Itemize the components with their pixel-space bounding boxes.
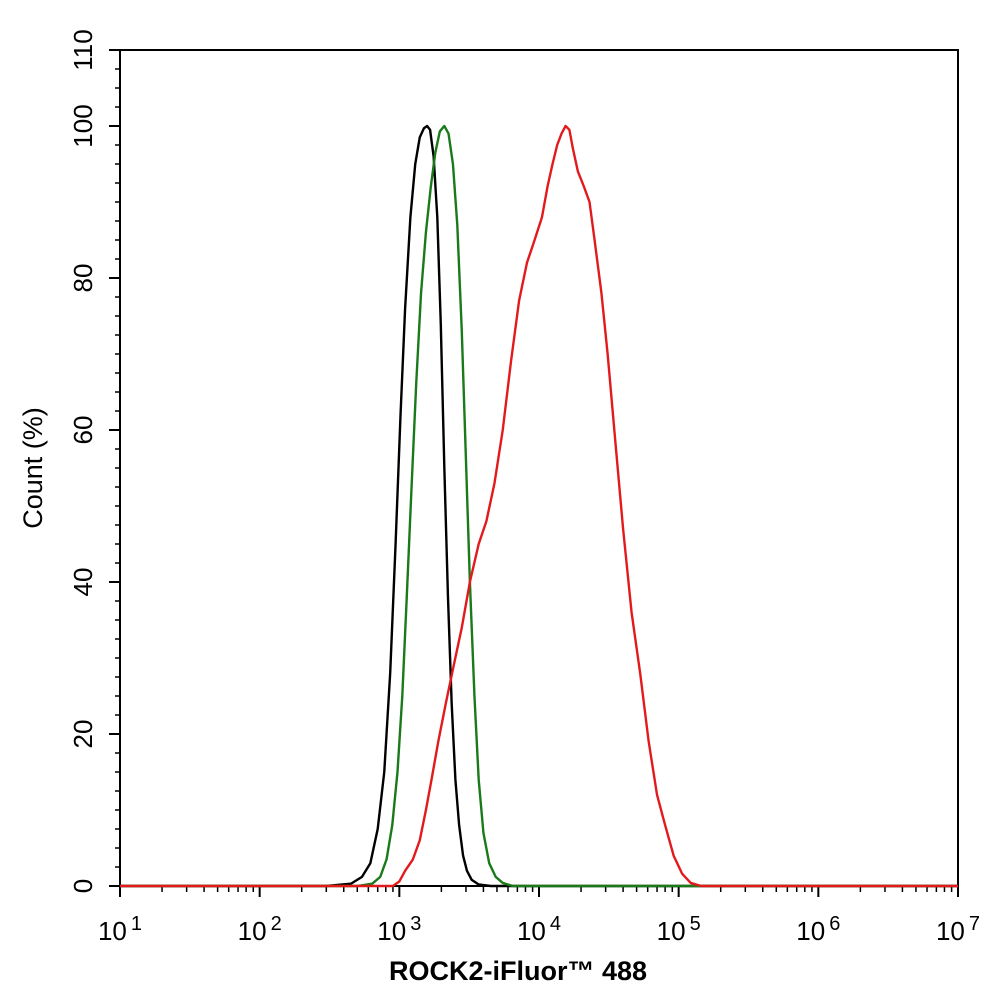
x-tick-label: 10 7 — [936, 913, 980, 946]
x-tick-label: 10 5 — [657, 913, 701, 946]
series-layer — [120, 124, 958, 888]
y-tick-labels: 0 20 40 60 80 100 110 — [68, 29, 98, 893]
series-line-1 — [120, 124, 958, 888]
y-tick-label: 110 — [68, 29, 98, 70]
x-tick-label: 10 1 — [98, 913, 142, 946]
plot-area — [119, 49, 959, 887]
major-ticks — [109, 49, 959, 897]
series-line-2 — [120, 124, 958, 888]
x-tick-labels: 10 1 10 2 10 3 10 4 10 5 10 6 10 7 — [98, 913, 980, 946]
y-tick-label: 100 — [68, 104, 98, 147]
y-tick-label: 20 — [68, 720, 98, 749]
y-axis-title: Count (%) — [18, 407, 48, 529]
y-tick-label: 80 — [68, 264, 98, 293]
x-tick-label: 10 6 — [796, 913, 840, 946]
x-tick-label: 10 2 — [238, 913, 282, 946]
x-tick-label: 10 4 — [517, 913, 561, 946]
y-tick-label: 60 — [68, 416, 98, 445]
y-tick-label: 40 — [68, 568, 98, 597]
x-tick-label: 10 3 — [377, 913, 421, 946]
y-tick-label: 0 — [68, 879, 98, 893]
series-line-3 — [120, 124, 958, 888]
x-axis-title: ROCK2-iFluor™ 488 — [389, 956, 647, 986]
